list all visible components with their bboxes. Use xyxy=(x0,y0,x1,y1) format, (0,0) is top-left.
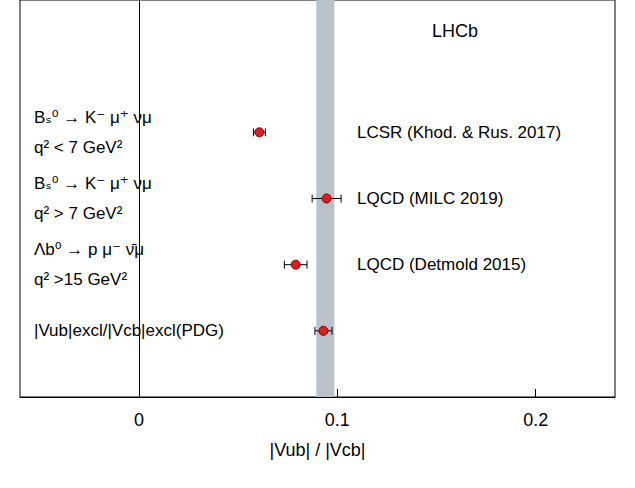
svg-text:LHCb: LHCb xyxy=(432,21,478,41)
svg-text:0: 0 xyxy=(134,410,144,430)
svg-text:LQCD (Detmold 2015): LQCD (Detmold 2015) xyxy=(357,255,526,274)
svg-text:q² >15 GeV²: q² >15 GeV² xyxy=(34,270,127,289)
svg-text:0.1: 0.1 xyxy=(325,410,350,430)
svg-text:|Vub| / |Vcb|: |Vub| / |Vcb| xyxy=(269,440,365,460)
svg-text:q² > 7 GeV²: q² > 7 GeV² xyxy=(34,204,123,223)
svg-text:LQCD (MILC 2019): LQCD (MILC 2019) xyxy=(357,189,503,208)
svg-text:Λb⁰ → p μ⁻ ν̄μ: Λb⁰ → p μ⁻ ν̄μ xyxy=(34,240,144,259)
svg-text:Bₛ⁰ → K⁻ μ⁺ νμ: Bₛ⁰ → K⁻ μ⁺ νμ xyxy=(34,174,152,193)
svg-text:Bₛ⁰ → K⁻ μ⁺ νμ: Bₛ⁰ → K⁻ μ⁺ νμ xyxy=(34,108,152,127)
svg-text:|Vub|excl/|Vcb|excl(PDG): |Vub|excl/|Vcb|excl(PDG) xyxy=(34,321,224,340)
svg-text:q² < 7 GeV²: q² < 7 GeV² xyxy=(34,138,123,157)
svg-text:LCSR (Khod. & Rus. 2017): LCSR (Khod. & Rus. 2017) xyxy=(357,123,561,142)
svg-text:0.2: 0.2 xyxy=(523,410,548,430)
